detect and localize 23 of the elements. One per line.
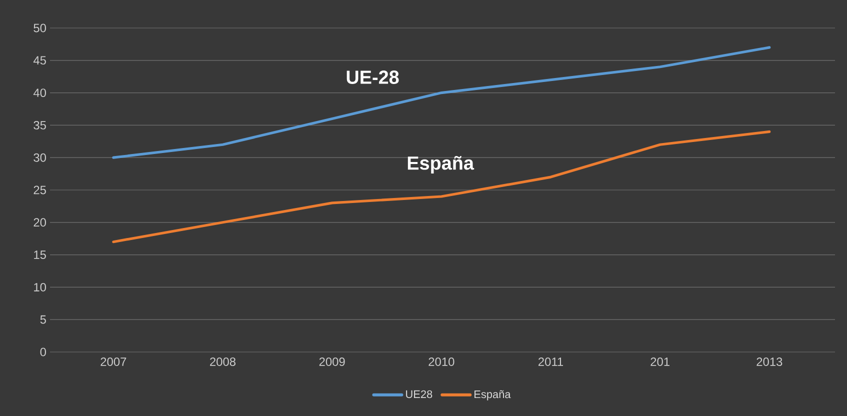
x-tick-label: 2008 (210, 358, 236, 366)
y-tick-label: 10 (34, 282, 46, 292)
x-tick-label: 2007 (100, 358, 126, 366)
annotation: España (408, 156, 474, 174)
y-tick-label: 25 (34, 186, 46, 194)
y-tick-label: 0 (40, 348, 46, 356)
y-tick-label: 50 (34, 24, 46, 32)
y-tick-label: 35 (34, 120, 46, 130)
y-tick-label: 40 (33, 88, 46, 98)
y-tick-label: 45 (33, 56, 46, 65)
y-tick-label: 5 (40, 315, 46, 324)
legend-label: España (474, 390, 511, 400)
x-tick-label: 2011 (538, 358, 564, 366)
x-tick-label: 201 (650, 358, 670, 366)
x-tick-label: 2009 (319, 358, 345, 366)
x-tick-label: 2010 (428, 358, 454, 366)
y-tick-label: 30 (34, 153, 46, 162)
line-series (112, 130, 771, 244)
x-tick-label: 2013 (756, 358, 782, 366)
y-tick-label: 15 (34, 250, 46, 259)
legend-label: UE28 (406, 390, 432, 398)
annotation: UE-28 (346, 70, 399, 84)
y-tick-label: 20 (34, 218, 46, 227)
